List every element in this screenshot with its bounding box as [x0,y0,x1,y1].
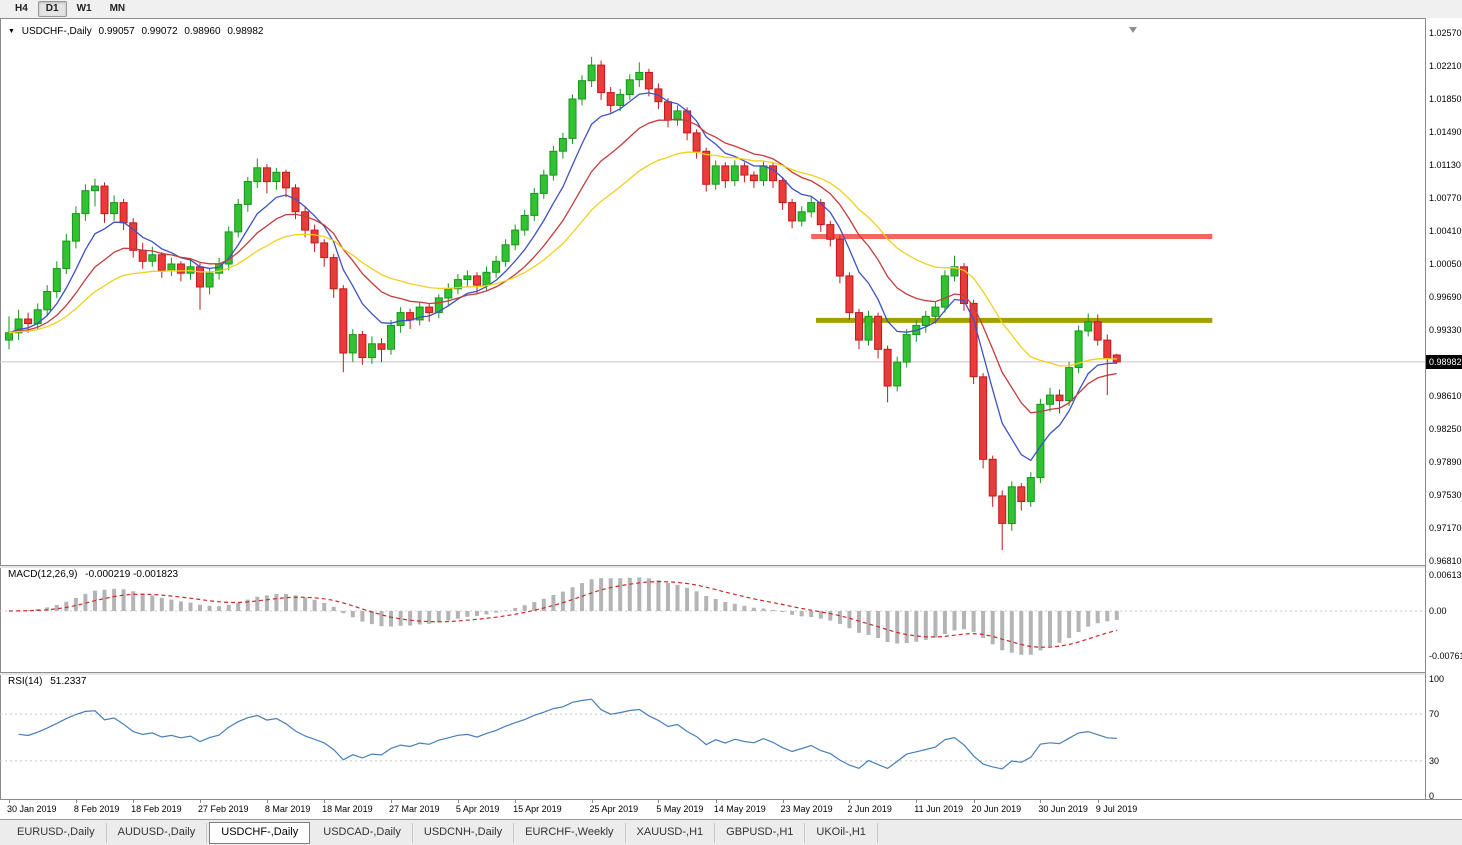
price-axis-label: 0.98610 [1429,391,1462,401]
ohlc-low-value: 0.98960 [184,26,221,37]
chart-window [0,18,1462,819]
time-axis-tick [515,800,517,803]
time-axis-label: 18 Feb 2019 [131,804,182,814]
price-axis-label: 1.01130 [1429,160,1461,170]
price-axis-label: 0.96810 [1429,556,1462,566]
time-axis-tick [591,800,593,803]
price-axis-label: 1.02570 [1429,28,1462,38]
pane-divider[interactable] [0,672,1462,675]
price-axis-label: 1.01490 [1429,127,1462,137]
time-axis-label: 5 May 2019 [656,804,704,814]
timeframe-toolbar: H4 D1 W1 MN [0,0,1462,18]
time-axis-label: 11 Jun 2019 [914,804,964,814]
price-axis-label: 1.02210 [1429,61,1462,71]
chart-tab-ukoil-h1[interactable]: UKOil-,H1 [805,822,878,843]
price-axis-label: 0.98250 [1429,424,1462,434]
macd-axis-label: 0.00613 [1429,569,1462,580]
price-direction-down-icon: ▼ [8,28,15,35]
time-axis-tick [1040,800,1042,803]
price-axis[interactable]: 0.98982 1.02570 1.02210 1.01850 1.01490 1.01… [1425,18,1462,801]
time-axis-label: 30 Jun 2019 [1038,804,1088,814]
price-axis-label: 0.97530 [1429,490,1462,500]
price-axis-label: 0.97890 [1429,457,1462,467]
macd-panel-label: MACD(12,26,9) -0.000219 -0.001823 [8,569,183,580]
chart-tab-usdcad-daily[interactable]: USDCAD-,Daily [312,822,413,843]
time-axis-tick [715,800,717,803]
time-axis-tick [1097,800,1099,803]
time-axis-label: 2 Jun 2019 [847,804,892,814]
time-axis-label: 27 Mar 2019 [389,804,440,814]
rsi-indicator-value: 51.2337 [50,676,87,687]
time-axis-label: 9 Jul 2019 [1095,804,1138,814]
chart-tab-eurchf-weekly[interactable]: EURCHF-,Weekly [514,822,626,843]
ohlc-open-value: 0.99057 [98,26,135,37]
price-axis-label: 1.00410 [1429,226,1462,236]
time-axis-label: 15 Apr 2019 [513,804,562,814]
rsi-axis-label: 0 [1429,791,1435,801]
macd-indicator-values: -0.000219 -0.001823 [85,569,179,580]
time-axis-label: 30 Jan 2019 [7,804,57,814]
price-axis-label: 1.00050 [1429,259,1462,269]
time-axis-label: 8 Mar 2019 [264,804,311,814]
time-axis-tick [916,800,918,803]
chart-tab-gbpusd-h1[interactable]: GBPUSD-,H1 [715,822,806,843]
rsi-axis-label: 100 [1429,674,1445,684]
ohlc-close-value: 0.98982 [227,26,264,37]
chart-tab-usdchf-daily[interactable]: USDCHF-,Daily [209,821,311,844]
macd-axis-label: -0.00761 [1429,650,1462,661]
time-axis-label: 14 May 2019 [713,804,766,814]
time-axis-label: 25 Apr 2019 [589,804,639,814]
time-axis-tick [782,800,784,803]
price-axis-label: 1.00770 [1429,193,1462,203]
macd-axis-label: 0.00 [1429,606,1447,616]
chart-tab-eurusd-daily[interactable]: EURUSD-,Daily [6,822,107,843]
chart-tab-audusd-daily[interactable]: AUDUSD-,Daily [107,822,208,843]
chart-info-line: ▼ USDCHF-,Daily 0.99057 0.99072 0.98960 … [8,26,267,37]
timeframe-button-h4[interactable]: H4 [15,3,28,14]
time-axis-label: 20 Jun 2019 [971,804,1022,814]
time-axis-tick [266,800,268,803]
price-axis-label: 0.99690 [1429,292,1462,302]
time-axis[interactable]: 30 Jan 2019 8 Feb 2019 18 Feb 2019 27 Feb 2… [0,799,1462,819]
current-price-badge: 0.98982 [1426,354,1462,369]
price-axis-label: 1.01850 [1429,94,1462,104]
time-axis-label: 18 Mar 2019 [322,804,373,814]
price-axis-label: 0.99330 [1429,325,1462,335]
rsi-indicator-name: RSI(14) [8,676,43,687]
chart-tab-usdcnh-daily[interactable]: USDCNH-,Daily [413,822,515,843]
chart-shift-marker-icon[interactable] [1129,27,1137,33]
time-axis-label: 5 Apr 2019 [455,804,500,814]
time-axis-tick [457,800,459,803]
price-axis-label: 0.97170 [1429,523,1462,533]
time-axis-tick [75,800,77,803]
time-axis-tick [324,800,326,803]
time-axis-label: 27 Feb 2019 [198,804,249,814]
rsi-axis-label: 70 [1429,709,1440,720]
time-axis-tick [391,800,392,803]
time-axis-tick [658,800,660,803]
time-axis-tick [849,800,851,803]
rsi-panel-label: RSI(14) 51.2337 [8,676,91,687]
chart-symbol-label: USDCHF-,Daily [21,26,92,37]
time-axis-tick [973,800,975,803]
chart-tabs-bar: EURUSD-,Daily AUDUSD-,Daily USDCHF-,Daily U… [0,819,1462,845]
time-axis-tick [200,800,201,803]
timeframe-button-d1[interactable]: D1 [37,1,67,17]
rsi-axis-label: 30 [1429,755,1440,766]
time-axis-tick [9,800,10,803]
time-axis-label: 8 Feb 2019 [73,804,120,814]
time-axis-tick [133,800,135,803]
pane-divider[interactable] [0,565,1462,568]
time-axis-label: 23 May 2019 [780,804,833,814]
ohlc-high-value: 0.99072 [141,26,178,37]
macd-indicator-name: MACD(12,26,9) [8,569,78,580]
chart-tab-xauusd-h1[interactable]: XAUUSD-,H1 [626,822,716,843]
timeframe-button-w1[interactable]: W1 [76,3,92,14]
timeframe-button-mn[interactable]: MN [109,3,126,14]
